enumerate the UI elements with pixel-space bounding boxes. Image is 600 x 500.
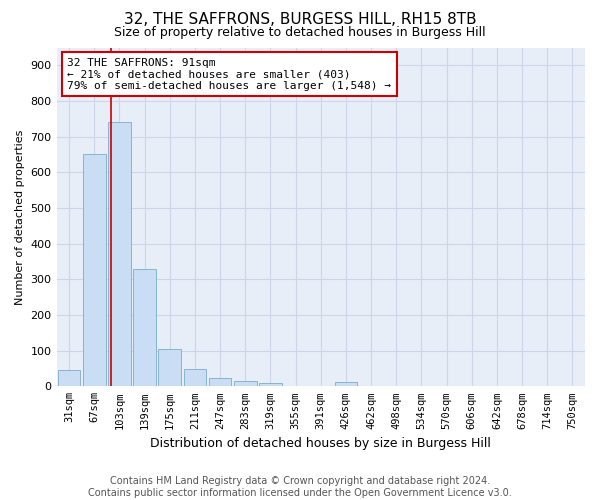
Bar <box>108 122 131 386</box>
Y-axis label: Number of detached properties: Number of detached properties <box>15 129 25 304</box>
Bar <box>133 268 156 386</box>
Text: 32, THE SAFFRONS, BURGESS HILL, RH15 8TB: 32, THE SAFFRONS, BURGESS HILL, RH15 8TB <box>124 12 476 28</box>
Bar <box>83 154 106 386</box>
Bar <box>58 370 80 386</box>
Bar <box>335 382 357 386</box>
Text: 32 THE SAFFRONS: 91sqm
← 21% of detached houses are smaller (403)
79% of semi-de: 32 THE SAFFRONS: 91sqm ← 21% of detached… <box>67 58 391 91</box>
Text: Contains HM Land Registry data © Crown copyright and database right 2024.
Contai: Contains HM Land Registry data © Crown c… <box>88 476 512 498</box>
Text: Size of property relative to detached houses in Burgess Hill: Size of property relative to detached ho… <box>114 26 486 39</box>
Bar <box>158 349 181 387</box>
Bar <box>184 369 206 386</box>
Bar <box>209 378 232 386</box>
X-axis label: Distribution of detached houses by size in Burgess Hill: Distribution of detached houses by size … <box>151 437 491 450</box>
Bar <box>234 381 257 386</box>
Bar <box>259 382 282 386</box>
